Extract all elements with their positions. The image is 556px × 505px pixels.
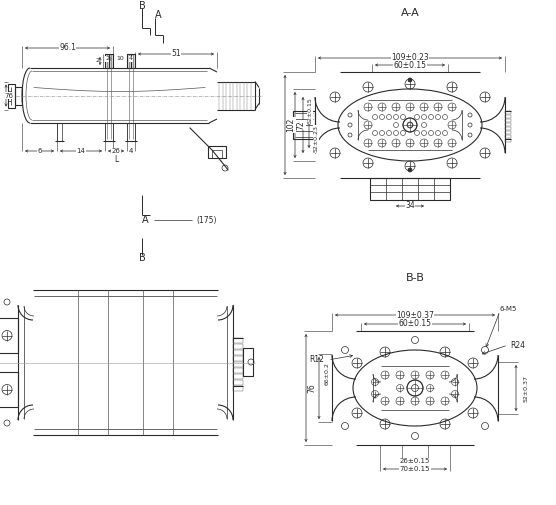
Bar bbox=[105, 54, 113, 68]
Bar bbox=[293, 111, 315, 139]
Text: 109±0.23: 109±0.23 bbox=[391, 54, 429, 63]
Text: 76: 76 bbox=[4, 92, 13, 98]
Bar bbox=[105, 123, 113, 141]
Text: 96.1: 96.1 bbox=[59, 43, 76, 53]
Text: 70±0.15: 70±0.15 bbox=[400, 466, 430, 472]
Text: 34: 34 bbox=[405, 201, 415, 211]
Text: A: A bbox=[155, 10, 161, 20]
Bar bbox=[505, 139, 511, 142]
Bar bbox=[505, 127, 511, 130]
Bar bbox=[105, 54, 109, 68]
Text: 102: 102 bbox=[286, 118, 295, 132]
Bar bbox=[8, 83, 15, 108]
Bar bbox=[233, 362, 243, 367]
Bar bbox=[233, 374, 243, 379]
Text: R24: R24 bbox=[510, 340, 525, 349]
Text: R12: R12 bbox=[309, 356, 324, 365]
Bar bbox=[15, 86, 22, 105]
Text: 6: 6 bbox=[37, 148, 42, 154]
Bar bbox=[127, 54, 135, 68]
Text: 2: 2 bbox=[95, 59, 99, 64]
Text: B: B bbox=[138, 253, 145, 263]
Circle shape bbox=[408, 78, 412, 82]
Circle shape bbox=[408, 168, 412, 172]
Bar bbox=[233, 344, 243, 349]
Text: 26±0.15: 26±0.15 bbox=[400, 458, 430, 464]
Bar bbox=[233, 338, 243, 343]
Bar bbox=[109, 54, 113, 68]
Text: 60±0.15: 60±0.15 bbox=[394, 61, 426, 70]
Text: 62±0.15: 62±0.15 bbox=[307, 97, 312, 124]
Text: A: A bbox=[142, 215, 148, 225]
Bar bbox=[127, 54, 131, 68]
Bar bbox=[505, 111, 511, 114]
Bar bbox=[233, 356, 243, 361]
Bar bbox=[505, 115, 511, 118]
Bar bbox=[131, 54, 135, 68]
Text: 76: 76 bbox=[307, 383, 316, 393]
Bar bbox=[233, 386, 243, 391]
Text: 66±0.2: 66±0.2 bbox=[325, 363, 330, 385]
Bar bbox=[505, 123, 511, 126]
Text: 26: 26 bbox=[112, 148, 121, 154]
Text: 10: 10 bbox=[116, 57, 124, 62]
Text: 2: 2 bbox=[105, 57, 109, 62]
Bar bbox=[208, 146, 226, 158]
Text: A-A: A-A bbox=[401, 8, 419, 18]
Text: (175): (175) bbox=[197, 216, 217, 225]
Text: L: L bbox=[114, 155, 118, 164]
Bar bbox=[505, 131, 511, 134]
Bar bbox=[57, 123, 62, 141]
Text: 109±0.37: 109±0.37 bbox=[396, 311, 434, 320]
Bar bbox=[127, 123, 135, 141]
Bar bbox=[233, 380, 243, 385]
Bar bbox=[233, 350, 243, 355]
Text: 52±0.23: 52±0.23 bbox=[314, 126, 319, 153]
Bar bbox=[233, 368, 243, 373]
Bar bbox=[505, 135, 511, 138]
Text: 60±0.15: 60±0.15 bbox=[399, 320, 431, 328]
Bar bbox=[0, 372, 18, 407]
Text: 4: 4 bbox=[129, 148, 133, 154]
Text: 51: 51 bbox=[171, 49, 181, 59]
Bar bbox=[505, 119, 511, 122]
Text: B: B bbox=[138, 1, 145, 11]
Text: 14: 14 bbox=[77, 148, 86, 154]
Text: 4: 4 bbox=[129, 57, 133, 62]
Text: 6-M5: 6-M5 bbox=[500, 306, 518, 312]
Bar bbox=[212, 150, 222, 158]
Text: 52±0.37: 52±0.37 bbox=[524, 375, 529, 401]
Bar bbox=[0, 318, 18, 353]
Text: 72: 72 bbox=[296, 120, 305, 130]
Bar bbox=[243, 348, 253, 376]
Bar bbox=[370, 178, 450, 200]
Text: B-B: B-B bbox=[405, 273, 424, 283]
